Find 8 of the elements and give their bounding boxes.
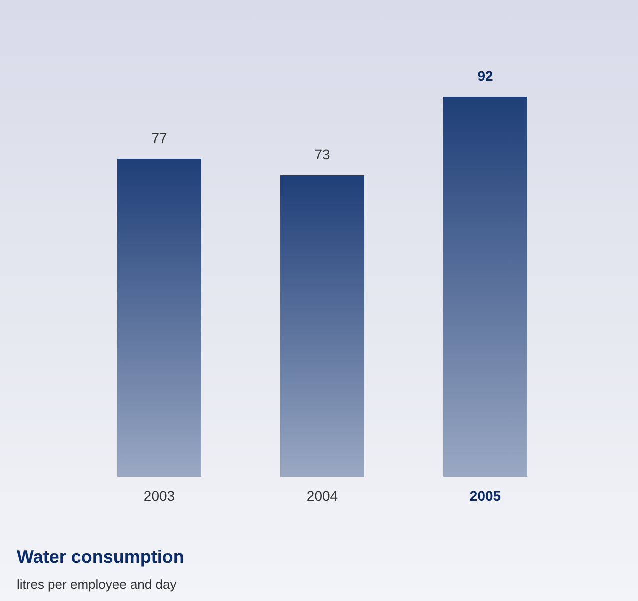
text: Water consumption [17, 547, 184, 567]
data-label: 77 [152, 130, 168, 146]
text: litres per employee and day [17, 577, 178, 592]
x-tick-label: 2005 [470, 488, 502, 504]
x-tick-label: 2004 [306, 488, 338, 504]
data-label: 73 [314, 146, 330, 163]
data-label: 92 [478, 68, 494, 84]
x-tick-label: 2003 [144, 488, 176, 504]
